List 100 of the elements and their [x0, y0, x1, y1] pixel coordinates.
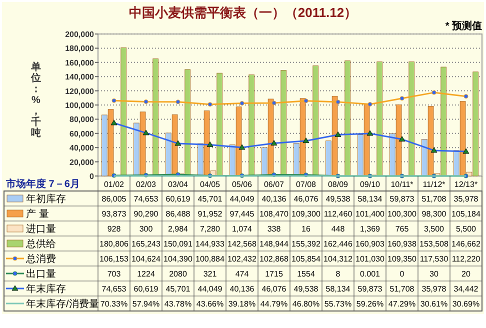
data-label: 101,030 — [356, 254, 386, 264]
data-label: 51,708 — [422, 194, 447, 204]
data-label: 86,005 — [102, 194, 127, 204]
legend-label: 总消费 — [25, 253, 56, 265]
data-label: 30 — [430, 270, 439, 278]
data-label: 142,568 — [228, 240, 258, 248]
data-label: 474 — [235, 270, 250, 278]
data-label: 117,530 — [420, 254, 449, 264]
y-tick-label: 140,000 — [65, 72, 95, 82]
legend-label: 年初库存 — [26, 193, 66, 205]
legend-label: 进口量 — [26, 223, 56, 235]
x-tick-label: 07/08 — [296, 180, 317, 189]
data-label: 101,400 — [356, 210, 386, 218]
data-label: 43.78% — [164, 300, 192, 308]
data-label: 153,508 — [420, 240, 450, 248]
data-label: 160,903 — [356, 240, 386, 248]
data-label: 321 — [203, 270, 218, 278]
data-label: 106,153 — [100, 254, 130, 264]
data-label: 104,624 — [132, 254, 162, 264]
data-label: 146,662 — [452, 240, 482, 248]
data-label: 109,300 — [292, 210, 322, 218]
data-label: 46,076 — [294, 194, 319, 204]
data-label: 59,873 — [358, 284, 383, 294]
data-label: 40,136 — [230, 284, 255, 294]
y-tick-label: 40,000 — [70, 144, 95, 153]
data-label: 338 — [267, 224, 282, 234]
data-label: 100,300 — [388, 210, 418, 218]
y-tick-label: 120,000 — [65, 86, 95, 96]
data-label: 49,538 — [294, 284, 319, 294]
x-tick-label: 09/10 — [360, 180, 381, 189]
data-label: 3,500 — [424, 224, 445, 234]
data-label: 35,978 — [454, 194, 479, 204]
data-label: 102,432 — [228, 254, 258, 264]
chart-title: 中国小麦供需平衡表（一）（2011.12） — [128, 5, 358, 20]
data-label: 30.69% — [452, 300, 480, 308]
data-label: 1715 — [265, 270, 284, 278]
x-tick-label: 10/11* — [390, 180, 414, 189]
data-label: 109,350 — [388, 254, 418, 264]
data-label: 2080 — [169, 270, 188, 278]
data-label: 703 — [107, 270, 122, 278]
data-label: 108,470 — [260, 210, 290, 218]
x-tick-label: 02/03 — [136, 180, 157, 189]
legend-label: 产 量 — [26, 208, 49, 220]
data-label: 43.66% — [196, 300, 224, 308]
y-tick-label: 180,000 — [65, 44, 95, 54]
data-label: 59,873 — [390, 194, 415, 204]
data-label: 180,806 — [100, 240, 130, 248]
data-label: 2,984 — [168, 224, 189, 234]
data-label: 148,944 — [260, 240, 290, 248]
x-axis-title: 市场年度 7－6月 — [5, 178, 80, 190]
data-label: 46.80% — [292, 300, 320, 308]
data-label: 45,701 — [166, 284, 191, 294]
y-tick-label: 200,000 — [65, 30, 95, 39]
data-label: 112,220 — [452, 254, 481, 264]
data-label: 60,619 — [166, 194, 191, 204]
data-label: 46,076 — [262, 284, 287, 294]
y-tick-label: 100,000 — [65, 101, 95, 110]
data-label: 7,280 — [200, 224, 221, 234]
data-label: 98,300 — [422, 210, 447, 218]
y-tick-label: 60,000 — [70, 129, 95, 138]
data-label: 928 — [107, 224, 122, 234]
y-tick-label: 160,000 — [65, 58, 95, 68]
data-label: 30.61% — [420, 300, 448, 308]
data-label: 35,978 — [422, 284, 447, 294]
data-label: 44,049 — [198, 284, 223, 294]
data-label: 160,938 — [388, 240, 418, 248]
data-label: 144,933 — [196, 240, 226, 248]
data-label: 105,854 — [292, 254, 322, 264]
data-label: 44,049 — [230, 194, 255, 204]
data-label: 104,390 — [164, 254, 194, 264]
data-label: 93,873 — [102, 210, 127, 218]
data-label: 45,701 — [198, 194, 223, 204]
data-label: 58,134 — [358, 194, 383, 204]
y-axis-title: 单位：%，千吨 — [30, 61, 41, 139]
data-label: 90,290 — [134, 210, 159, 218]
data-label: 59.26% — [356, 300, 384, 308]
x-tick-label: 11/12* — [422, 180, 446, 189]
y-tick-label: 80,000 — [70, 115, 95, 124]
data-label: 74,653 — [134, 194, 159, 204]
data-label: 448 — [331, 224, 346, 234]
x-tick-label: 05/06 — [232, 180, 253, 189]
data-label: 150,091 — [164, 240, 194, 248]
data-label: 112,460 — [324, 210, 353, 218]
data-label: 20 — [462, 270, 471, 278]
data-label: 165,243 — [132, 240, 162, 248]
data-label: 1554 — [297, 270, 316, 278]
y-tick-label: 20,000 — [70, 158, 95, 167]
data-label: 1224 — [137, 270, 156, 278]
data-label: 74,653 — [102, 284, 127, 294]
data-label: 40,136 — [262, 194, 287, 204]
data-label: 5,500 — [456, 224, 477, 234]
data-label: 1,369 — [360, 224, 381, 234]
data-label: 0 — [400, 270, 405, 278]
data-label: 100,884 — [196, 254, 226, 264]
data-label: 162,446 — [324, 240, 354, 248]
legend-label: 年末库存 — [26, 283, 66, 295]
data-label: 16 — [302, 224, 311, 234]
data-label: 34,442 — [454, 284, 479, 294]
data-label: 60,619 — [134, 284, 159, 294]
data-label: 47.29% — [388, 300, 416, 308]
